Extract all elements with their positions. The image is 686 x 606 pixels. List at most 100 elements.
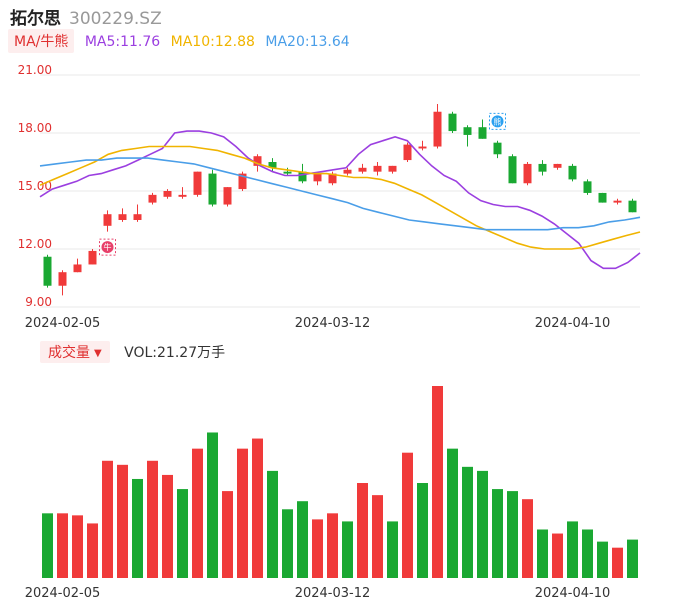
candle-body[interactable] [58, 272, 67, 286]
candle-body[interactable] [493, 142, 502, 155]
candle-body[interactable] [463, 127, 472, 135]
volume-bar[interactable] [357, 483, 368, 578]
candle-body[interactable] [613, 200, 622, 203]
volume-bar[interactable] [507, 491, 518, 578]
volume-bar[interactable] [117, 464, 128, 578]
candle-body[interactable] [403, 144, 412, 161]
volume-bar[interactable] [252, 438, 263, 578]
candle-body[interactable] [478, 127, 487, 139]
volume-bar[interactable] [432, 386, 443, 578]
ma-indicator-selector[interactable]: MA/牛熊 [8, 29, 75, 53]
candle-body[interactable] [553, 163, 562, 168]
candle-body[interactable] [283, 171, 292, 174]
candle-body[interactable] [538, 163, 547, 172]
ma-legend: MA/牛熊 MA5:11.76 MA10:12.88 MA20:13.64 [8, 29, 350, 53]
candle-body[interactable] [193, 171, 202, 195]
candle-body[interactable] [223, 187, 232, 205]
volume-bar[interactable] [222, 491, 233, 578]
volume-bar[interactable] [627, 539, 638, 578]
volume-bar[interactable] [372, 495, 383, 578]
volume-bar[interactable] [147, 460, 158, 578]
volume-bar[interactable] [387, 521, 398, 578]
candle-body[interactable] [178, 194, 187, 197]
candle-body[interactable] [268, 162, 277, 168]
ma5-legend: MA5:11.76 [84, 34, 161, 50]
volume-bar[interactable] [267, 470, 278, 578]
candle-body[interactable] [148, 194, 157, 203]
candle-body[interactable] [508, 156, 517, 184]
volume-bar[interactable] [57, 513, 68, 578]
volume-bar[interactable] [447, 448, 458, 578]
volume-bar[interactable] [522, 499, 533, 578]
volume-bar[interactable] [552, 533, 563, 578]
candle-body[interactable] [163, 191, 172, 197]
candle-body[interactable] [208, 173, 217, 205]
volume-bar[interactable] [192, 448, 203, 578]
volume-legend: 成交量 ▼ VOL:21.27万手 [40, 341, 225, 363]
candle-body[interactable] [238, 173, 247, 190]
candle-body[interactable] [433, 111, 442, 147]
candle-body[interactable] [103, 214, 112, 226]
volume-bar[interactable] [132, 478, 143, 578]
candle-body[interactable] [568, 165, 577, 180]
date-tick-label: 2024-04-10 [535, 316, 611, 331]
volume-bar[interactable] [282, 509, 293, 578]
signal-marker-icon[interactable] [491, 115, 504, 128]
volume-bar[interactable] [537, 529, 548, 578]
candle-body[interactable] [313, 173, 322, 182]
volume-bar[interactable] [297, 501, 308, 578]
volume-bar[interactable] [207, 432, 218, 578]
stock-name: 拓尔思 [10, 9, 61, 29]
candle-body[interactable] [88, 250, 97, 265]
volume-bar[interactable] [237, 448, 248, 578]
volume-bar[interactable] [72, 515, 83, 578]
stock-header: 拓尔思 300229.SZ [10, 4, 162, 29]
candle-body[interactable] [118, 214, 127, 220]
price-tick-label: 12.00 [18, 237, 52, 251]
volume-bar[interactable] [402, 452, 413, 578]
volume-date-tick-label: 2024-03-12 [295, 586, 371, 601]
ma10-line [39, 145, 641, 250]
candle-body[interactable] [298, 171, 307, 182]
caret-down-icon: ▼ [94, 348, 102, 359]
candle-body[interactable] [523, 163, 532, 184]
ma10-legend: MA10:12.88 [170, 34, 255, 50]
volume-bar[interactable] [327, 513, 338, 578]
candle-body[interactable] [358, 167, 367, 172]
candle-body[interactable] [448, 113, 457, 132]
candle-body[interactable] [373, 165, 382, 172]
candle-body[interactable] [43, 256, 52, 286]
candle-body[interactable] [598, 192, 607, 203]
volume-bar[interactable] [102, 460, 113, 578]
date-tick-label: 2024-03-12 [295, 316, 371, 331]
volume-bar[interactable] [597, 541, 608, 578]
signal-marker-label: 熊 [494, 116, 502, 126]
candle-body[interactable] [343, 169, 352, 174]
volume-bar[interactable] [342, 521, 353, 578]
volume-bar[interactable] [312, 519, 323, 578]
candle-body[interactable] [628, 200, 637, 213]
volume-bar[interactable] [492, 489, 503, 578]
candle-body[interactable] [388, 165, 397, 172]
candle-body[interactable] [133, 214, 142, 220]
volume-bar[interactable] [462, 466, 473, 578]
volume-bar[interactable] [417, 483, 428, 578]
ma5-line [39, 130, 641, 270]
volume-bar[interactable] [162, 474, 173, 578]
volume-bar[interactable] [87, 523, 98, 578]
volume-bar[interactable] [582, 529, 593, 578]
candle-body[interactable] [328, 173, 337, 184]
volume-bar[interactable] [42, 513, 53, 578]
candle-body[interactable] [253, 156, 262, 166]
volume-bar[interactable] [567, 521, 578, 578]
volume-bar[interactable] [177, 489, 188, 578]
volume-bar[interactable] [612, 547, 623, 578]
candle-body[interactable] [583, 181, 592, 193]
volume-bar[interactable] [477, 470, 488, 578]
candle-body[interactable] [418, 146, 427, 149]
signal-marker-icon[interactable] [101, 241, 114, 254]
volume-indicator-selector[interactable]: 成交量 ▼ [40, 341, 110, 363]
candle-body[interactable] [73, 264, 82, 273]
ma20-legend: MA20:13.64 [265, 34, 350, 50]
